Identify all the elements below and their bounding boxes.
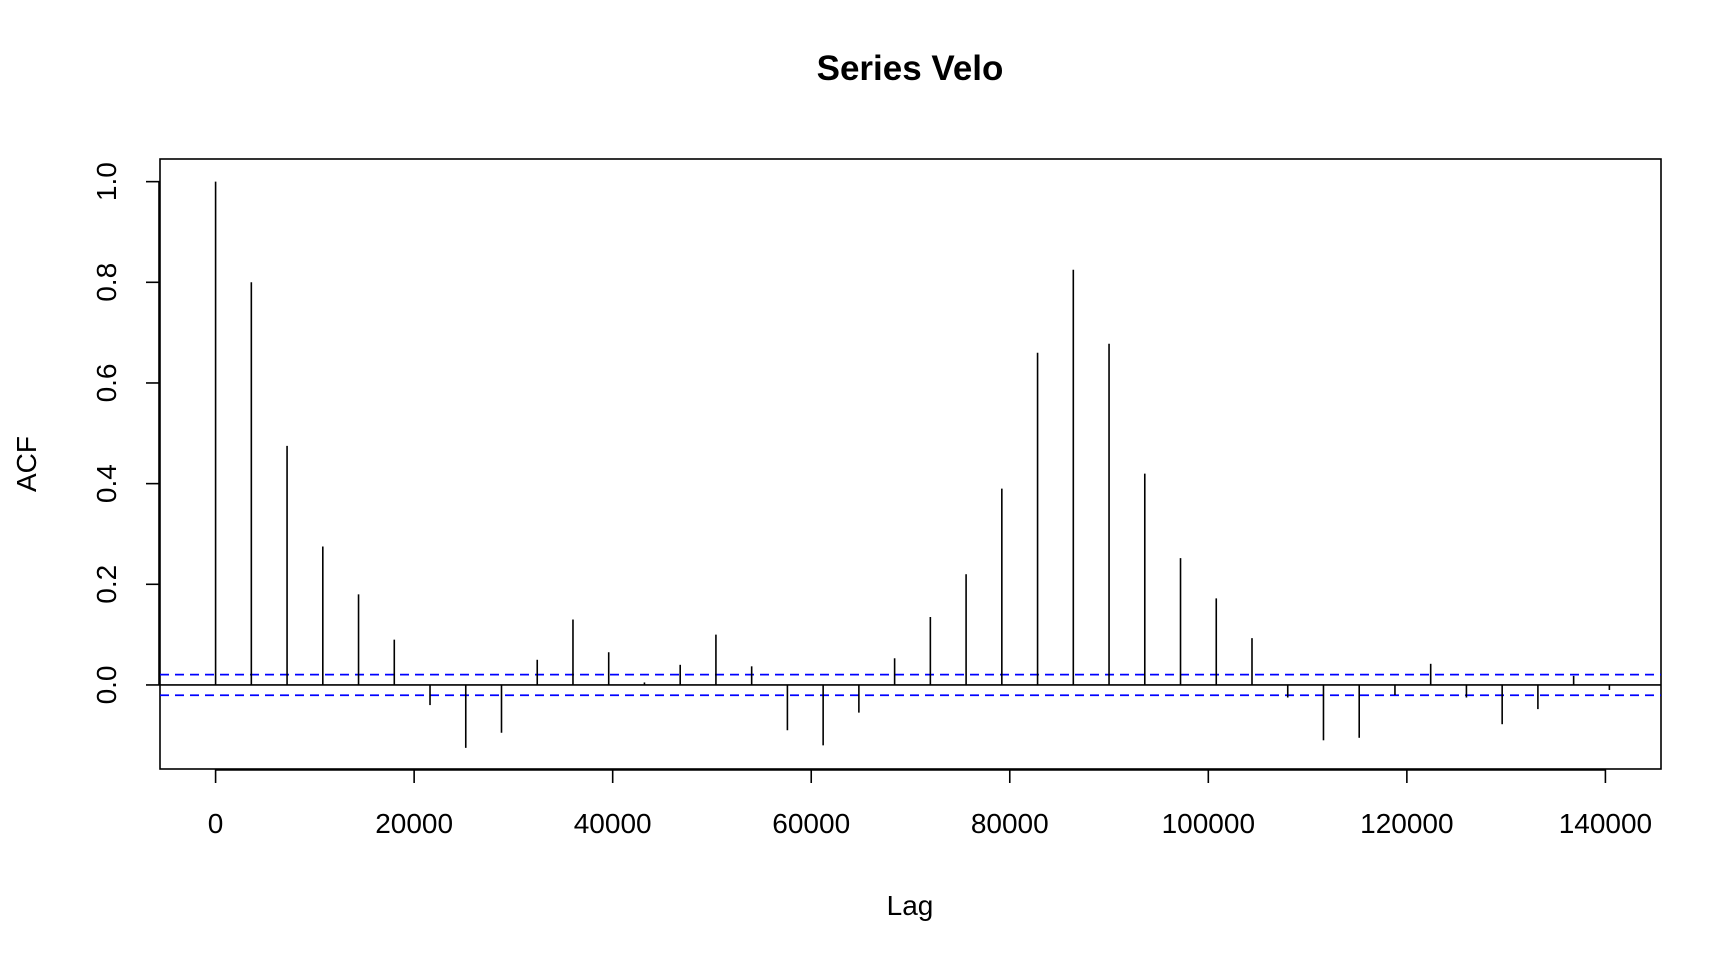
y-tick-label: 0.2 xyxy=(91,565,122,604)
x-tick-label: 80000 xyxy=(971,808,1049,839)
y-axis: 0.0 0.2 0.4 0.6 0.8 1.0 xyxy=(91,162,160,704)
y-axis-label: ACF xyxy=(11,436,42,492)
x-tick-label: 20000 xyxy=(375,808,453,839)
y-tick-label: 0.6 xyxy=(91,363,122,402)
y-tick-label: 1.0 xyxy=(91,162,122,201)
x-tick-label: 120000 xyxy=(1360,808,1453,839)
y-tick-label: 0.0 xyxy=(91,665,122,704)
chart-title: Series Velo xyxy=(817,49,1004,88)
x-tick-label: 60000 xyxy=(772,808,850,839)
confidence-band xyxy=(160,673,1661,697)
x-axis-label: Lag xyxy=(887,890,934,921)
x-tick-label: 140000 xyxy=(1559,808,1652,839)
x-tick-label: 40000 xyxy=(574,808,652,839)
x-tick-label: 0 xyxy=(208,808,224,839)
acf-bars xyxy=(214,181,1611,748)
x-axis: 0 20000 40000 60000 80000 100000 120000 140000 xyxy=(208,769,1652,839)
y-tick-label: 0.8 xyxy=(91,263,122,302)
y-tick-label: 0.4 xyxy=(91,464,122,503)
plot-frame xyxy=(159,158,1662,770)
x-tick-label: 100000 xyxy=(1162,808,1255,839)
